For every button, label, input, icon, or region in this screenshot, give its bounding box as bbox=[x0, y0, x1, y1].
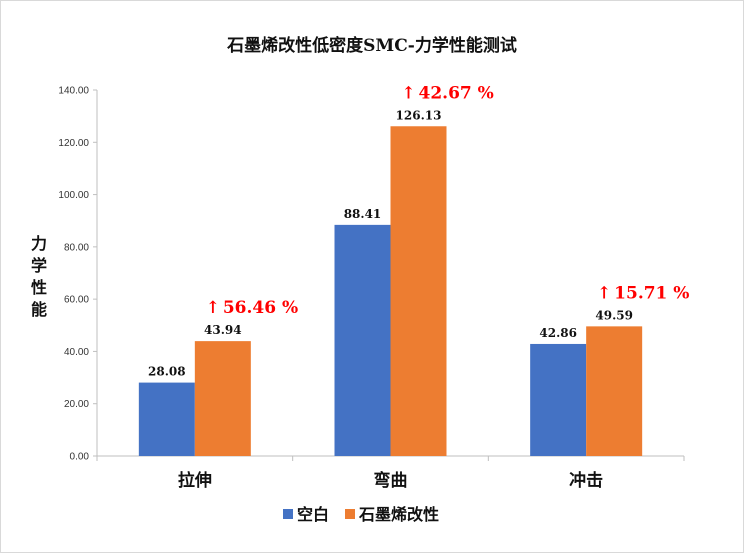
y-tick-label: 20.00 bbox=[64, 399, 89, 410]
y-tick-label: 140.00 bbox=[58, 86, 89, 97]
data-label: 126.13 bbox=[396, 108, 442, 122]
data-label: 43.94 bbox=[204, 323, 242, 337]
bar-graphene bbox=[586, 326, 643, 456]
y-axis-label-char: 学 bbox=[31, 256, 47, 275]
increase-arrow-icon: ↑ bbox=[206, 298, 220, 318]
bar-baseline bbox=[334, 224, 391, 456]
legend-label: 空白 bbox=[297, 505, 329, 524]
y-axis-label-char: 性 bbox=[31, 278, 47, 297]
bar-graphene bbox=[390, 126, 447, 457]
y-axis: 0.00 20.00 40.00 60.00 80.00 100.00 120.00 140.… bbox=[58, 86, 98, 463]
bar-baseline bbox=[138, 382, 195, 456]
y-axis-label: 力学性能 bbox=[31, 234, 47, 319]
increase-annotations: ↑ 56.46 %↑ 42.67 %↑ 15.71 % bbox=[206, 83, 690, 318]
legend-swatch bbox=[283, 509, 293, 519]
data-label: 42.86 bbox=[539, 326, 577, 340]
x-axis: 拉伸 弯曲 冲击 bbox=[96, 455, 685, 491]
increase-percent: 15.71 % bbox=[614, 283, 689, 303]
increase-percent: 42.67 % bbox=[419, 83, 494, 103]
legend: 空白 石墨烯改性 bbox=[283, 505, 439, 524]
y-axis-label-char: 力 bbox=[31, 234, 47, 253]
y-tick-label: 100.00 bbox=[58, 190, 89, 201]
chart-title: 石墨烯改性低密度SMC-力学性能测试 bbox=[226, 35, 517, 56]
bars bbox=[138, 126, 643, 457]
increase-arrow-icon: ↑ bbox=[401, 83, 415, 103]
bar-baseline bbox=[530, 343, 587, 456]
x-tick-label: 冲击 bbox=[569, 470, 603, 491]
data-label: 28.08 bbox=[148, 365, 186, 379]
legend-swatch bbox=[345, 509, 355, 519]
y-tick-label: 120.00 bbox=[58, 138, 89, 149]
increase-arrow-icon: ↑ bbox=[597, 283, 611, 303]
x-tick-label: 拉伸 bbox=[178, 470, 212, 491]
y-axis-label-char: 能 bbox=[31, 300, 47, 319]
data-labels: 28.08 88.41 42.86 43.94 126.13 49.59 bbox=[148, 108, 633, 378]
increase-percent: 56.46 % bbox=[223, 298, 298, 318]
legend-label: 石墨烯改性 bbox=[358, 505, 439, 524]
bar-graphene bbox=[194, 341, 251, 456]
x-tick-label: 弯曲 bbox=[374, 470, 408, 491]
data-label: 49.59 bbox=[595, 308, 633, 322]
y-tick-label: 80.00 bbox=[64, 242, 89, 253]
y-tick-label: 60.00 bbox=[64, 295, 89, 306]
y-tick-label: 0.00 bbox=[70, 452, 90, 463]
y-tick-label: 40.00 bbox=[64, 347, 89, 358]
data-label: 88.41 bbox=[344, 207, 382, 221]
